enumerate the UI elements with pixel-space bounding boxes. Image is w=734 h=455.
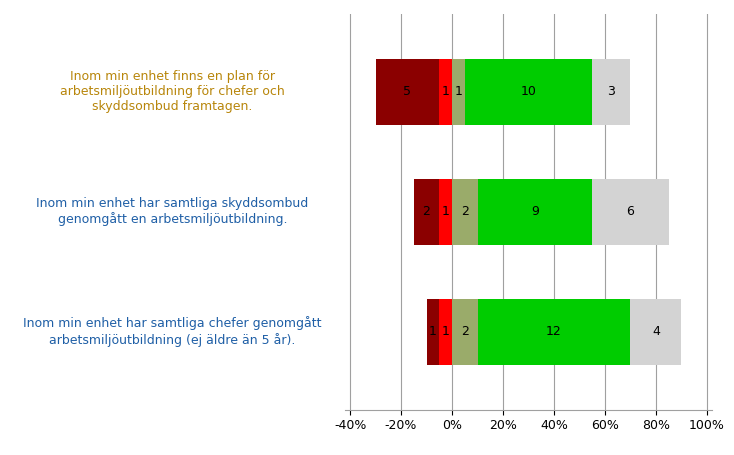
Text: 2: 2 xyxy=(461,325,469,338)
Text: Inom min enhet finns en plan för
arbetsmiljöutbildning för chefer och
skyddsombu: Inom min enhet finns en plan för arbetsm… xyxy=(60,70,285,113)
Text: 2: 2 xyxy=(423,205,430,218)
Text: 1: 1 xyxy=(442,325,450,338)
Bar xyxy=(478,178,592,245)
Bar xyxy=(478,298,631,364)
Text: 2: 2 xyxy=(461,205,469,218)
Bar xyxy=(376,59,439,125)
Bar xyxy=(452,298,478,364)
Bar xyxy=(465,59,592,125)
Bar xyxy=(592,59,631,125)
Bar xyxy=(439,298,452,364)
Text: Inom min enhet har samtliga chefer genomgått
arbetsmiljöutbildning (ej äldre än : Inom min enhet har samtliga chefer genom… xyxy=(23,317,321,347)
Text: 1: 1 xyxy=(442,85,450,98)
Text: 1: 1 xyxy=(442,205,450,218)
Text: Inom min enhet har samtliga skyddsombud
genomgått en arbetsmiljöutbildning.: Inom min enhet har samtliga skyddsombud … xyxy=(37,197,308,226)
Text: 1: 1 xyxy=(454,85,462,98)
Bar xyxy=(631,298,681,364)
Bar xyxy=(439,59,452,125)
Bar xyxy=(452,59,465,125)
Text: 9: 9 xyxy=(531,205,539,218)
Text: 12: 12 xyxy=(546,325,562,338)
Text: 4: 4 xyxy=(652,325,660,338)
Text: 10: 10 xyxy=(520,85,537,98)
Bar xyxy=(414,178,439,245)
Text: 1: 1 xyxy=(429,325,437,338)
Bar xyxy=(426,298,439,364)
Text: 6: 6 xyxy=(627,205,634,218)
Text: 3: 3 xyxy=(607,85,615,98)
Bar xyxy=(592,178,669,245)
Bar xyxy=(452,178,478,245)
Text: 5: 5 xyxy=(404,85,412,98)
Bar xyxy=(439,178,452,245)
